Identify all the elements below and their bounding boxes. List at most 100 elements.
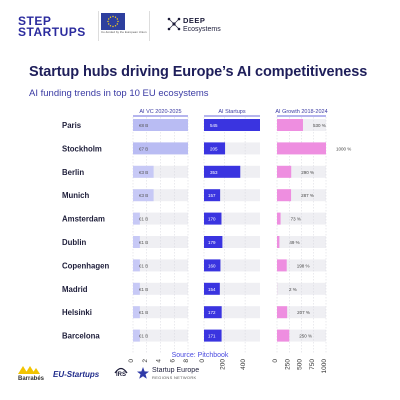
chart-title: Startup hubs driving Europe’s AI competi…	[29, 64, 368, 80]
bar-berlin	[277, 165, 292, 178]
tick-label: 200	[220, 359, 227, 370]
data-label: €1 B	[139, 287, 148, 292]
bar-madrid	[133, 282, 140, 295]
data-label: 1000 %	[336, 146, 351, 151]
panel-title: AI Growth 2018-2024	[275, 109, 327, 115]
data-label: 172	[208, 310, 216, 315]
bar-berlin	[204, 165, 241, 178]
deep-ecosystems-logo: DEEP Ecosystems	[183, 17, 221, 33]
bar-paris	[277, 119, 303, 131]
data-label: 179	[208, 240, 216, 245]
data-label: 157	[208, 193, 216, 198]
data-label: €1 B	[139, 263, 148, 268]
star-icon	[137, 367, 149, 379]
bar-dublin	[204, 236, 223, 248]
data-label: €3 B	[139, 193, 148, 198]
data-label: €8 B	[139, 123, 148, 128]
tick-label: 6	[169, 359, 176, 363]
bar-barcelona	[277, 329, 290, 342]
bar-amsterdam	[277, 212, 281, 225]
bar-paris	[204, 119, 260, 131]
bar-munich	[277, 189, 292, 202]
tick-label: 0	[272, 359, 279, 363]
step-startups-logo-line1: STEP	[18, 14, 52, 28]
eu-caption: Co-funded by the European Union	[101, 30, 147, 34]
tick-label: 0	[128, 359, 135, 363]
data-label: 290 %	[301, 170, 314, 175]
tick-label: 500	[297, 359, 304, 370]
category-label-dublin: Dublin	[62, 238, 86, 247]
irs-icon	[114, 367, 128, 374]
tick-label: 8	[183, 359, 190, 363]
category-label-munich: Munich	[62, 191, 90, 200]
data-label: €1 B	[139, 310, 148, 315]
bar-barcelona	[133, 329, 140, 342]
tick-label: 250	[284, 359, 291, 370]
startup-europe-line1: Startup Europe	[152, 367, 200, 374]
data-label: €3 B	[139, 170, 148, 175]
step-startups-logo-line2: STARTUPS	[18, 25, 86, 39]
data-label: 205	[210, 146, 218, 151]
category-label-amsterdam: Amsterdam	[62, 215, 105, 224]
data-label: 160	[208, 263, 216, 268]
bar-copenhagen	[133, 259, 140, 272]
category-label-madrid: Madrid	[62, 285, 88, 294]
deep-ecosystems-icon	[167, 17, 181, 31]
tick-label: 2	[142, 359, 149, 363]
bar-barcelona	[204, 329, 222, 342]
bar-paris	[133, 119, 188, 131]
row-background	[133, 212, 188, 225]
bar-munich	[204, 189, 221, 202]
panel-title: AI VC 2020-2025	[139, 109, 181, 115]
category-label-stockholm: Stockholm	[62, 144, 102, 153]
irs-logo: IRS	[116, 372, 127, 378]
data-label: 171	[208, 334, 216, 339]
data-label: 154	[208, 287, 216, 292]
tick-label: 750	[309, 359, 316, 370]
deep-ecosystems-line2: Ecosystems	[183, 25, 221, 33]
data-label: 545	[210, 123, 218, 128]
startup-europe-line2: REGIONS NETWORK	[152, 375, 197, 380]
data-label: €1 B	[139, 240, 148, 245]
panel-title: AI Startups	[218, 109, 245, 115]
bar-dublin	[133, 236, 140, 248]
data-label: 49 %	[289, 240, 299, 245]
bar-stockholm	[277, 142, 326, 155]
tick-label: 1000	[321, 359, 328, 374]
eu-logo-frame	[98, 11, 150, 41]
data-label: 287 %	[301, 193, 314, 198]
data-label: €1 B	[139, 217, 148, 222]
bar-copenhagen	[277, 259, 287, 272]
data-label: 73 %	[291, 217, 301, 222]
eu-startups-logo: EU-Startups	[53, 370, 100, 379]
barrabes-logo: Barrabés	[18, 376, 45, 382]
bar-amsterdam	[133, 212, 140, 225]
row-background	[277, 212, 326, 225]
category-label-paris: Paris	[62, 121, 82, 130]
bar-helsinki	[133, 306, 140, 319]
tick-label: 0	[199, 359, 206, 363]
deep-ecosystems-line1: DEEP	[183, 16, 206, 25]
eu-flag-icon	[101, 13, 125, 30]
tick-label: 400	[240, 359, 247, 370]
data-label: 2 %	[289, 287, 297, 292]
tick-label: 4	[156, 359, 163, 363]
barrabes-icon	[18, 366, 40, 374]
bar-helsinki	[277, 306, 288, 319]
category-label-copenhagen: Copenhagen	[62, 261, 109, 270]
chart-source: Source: Pitchbook	[171, 352, 229, 359]
data-label: 207 %	[297, 310, 310, 315]
data-label: €7 B	[139, 146, 148, 151]
bar-copenhagen	[204, 259, 221, 272]
bar-berlin	[133, 165, 154, 178]
category-label-barcelona: Barcelona	[62, 332, 100, 341]
startup-europe-logo: Startup Europe REGIONS NETWORK	[152, 367, 199, 381]
category-label-berlin: Berlin	[62, 168, 84, 177]
data-label: 530 %	[313, 123, 326, 128]
row-background	[133, 329, 188, 342]
row-background	[277, 236, 326, 248]
data-label: 353	[210, 170, 218, 175]
data-label: 250 %	[299, 334, 312, 339]
step-startups-logo: STEP STARTUPS	[18, 14, 86, 39]
